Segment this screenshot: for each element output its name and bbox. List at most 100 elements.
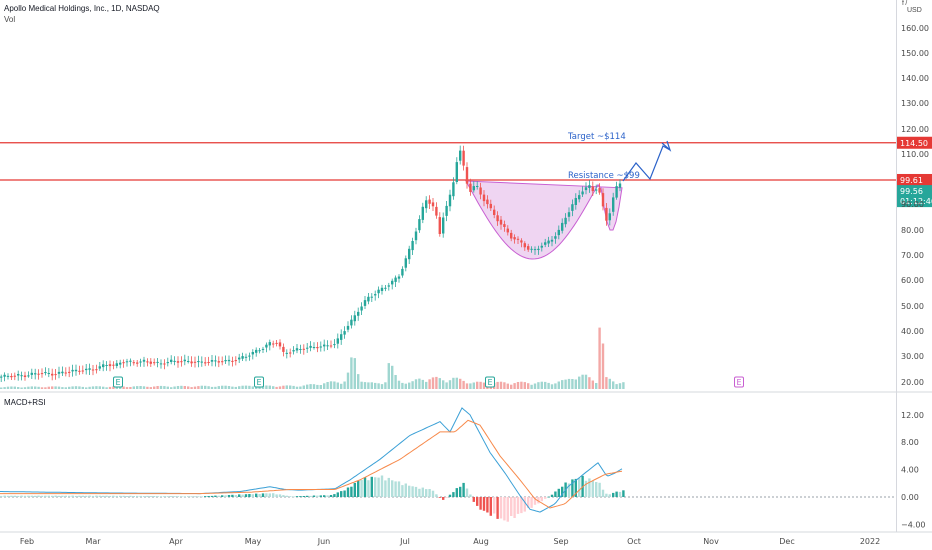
time-tick-label: Jun [317,537,331,546]
macd-histogram-bar [476,497,479,506]
earnings-marker [113,376,123,388]
volume-bar [503,382,506,389]
macd-histogram-bar [244,494,248,497]
volume-bar [428,379,431,389]
candle-body [122,362,125,364]
macd-histogram-bar [510,497,513,516]
candle-body [221,361,224,363]
candle-body [350,319,353,326]
volume-bar [34,386,37,389]
volume-bar [224,385,227,389]
volume-bar [312,384,316,389]
volume-bar [166,386,169,389]
volume-bar [435,376,438,389]
volume-bar [340,383,343,389]
candle-body [506,228,509,233]
volume-bar [346,372,350,389]
macd-histogram-bar [248,494,251,497]
volume-bar [506,383,509,389]
volume-bar [588,377,591,389]
macd-histogram-bar [353,482,356,497]
candle-body [139,361,142,363]
volume-bar [275,386,278,389]
volume-bar [3,387,6,389]
volume-bar [248,385,251,389]
volume-bar [363,382,367,389]
candle-body [601,193,605,207]
macd-histogram-bar [265,493,268,497]
price-tag-box [897,136,932,149]
candle-body [540,245,543,248]
candle-body [547,240,550,244]
candle-body [231,360,234,362]
macd-histogram-bar [61,495,64,497]
candle-body [119,362,122,365]
candle-body [431,202,435,207]
macd-histogram-bar [618,491,622,497]
candle-body [486,199,489,205]
volume-bar [357,374,360,389]
volume-bar [268,385,271,389]
volume-bar [442,380,445,389]
price-tag-box [897,173,932,186]
candle-body [244,356,248,358]
candle-body [530,248,533,250]
macd-histogram-bar [204,496,207,497]
volume-bar [129,387,132,389]
symbol-title[interactable]: Apollo Medical Holdings, Inc., 1D, NASDA… [4,4,160,13]
macd-histogram-bar [598,482,601,497]
volume-bar [289,385,292,389]
candle-body [472,186,475,191]
volume-bar [71,386,74,389]
volume-bar [261,385,265,389]
candle-body [146,361,149,363]
volume-bar [210,386,214,389]
candle-body [445,205,448,216]
candle-body [241,356,244,359]
volume-bar [180,385,183,389]
candle-body [571,204,574,211]
volume-bar [183,386,186,389]
candle-body [397,276,401,279]
candle-body [329,345,333,347]
macd-histogram-bar [557,488,560,497]
volume-bar [204,385,207,389]
candle-body [360,306,363,311]
macd-histogram-bar [591,481,594,497]
candle-body [336,338,339,344]
volume-bar [295,386,299,389]
indicator-label[interactable]: MACD+RSI [4,398,46,407]
volume-bar [465,383,469,389]
price-tick-label: 30.00 [901,352,924,361]
candle-body [265,344,268,348]
candle-body [346,325,350,330]
candle-body [384,287,387,289]
volume-bar [30,386,33,389]
macd-histogram-bar [455,488,458,497]
macd-histogram-bar [340,491,343,497]
volume-bar [142,386,146,389]
macd-histogram-bar [51,495,54,497]
candle-body [61,371,64,374]
macd-histogram-bar [408,485,411,497]
volume-bar [520,381,523,389]
macd-histogram-bar [251,494,254,497]
price-axis-menu[interactable]: f / [902,0,911,7]
candle-body [0,376,3,378]
earnings-marker-label: E [736,378,741,387]
macd-histogram-bar [183,496,186,498]
candle-body [567,212,571,217]
candle-body [370,296,373,298]
macd-histogram-bar [119,495,122,497]
macd-histogram-bar [343,490,346,497]
volume-bar [95,386,98,389]
macd-histogram-bar [622,490,625,497]
macd-histogram-bar [54,495,57,497]
macd-histogram-bar [108,495,112,497]
resistance-level-tag: 99.61 [900,176,923,185]
volume-bar [574,379,577,389]
candle-body [408,248,411,260]
macd-histogram-bar [261,493,265,497]
volume-bar [544,381,547,389]
